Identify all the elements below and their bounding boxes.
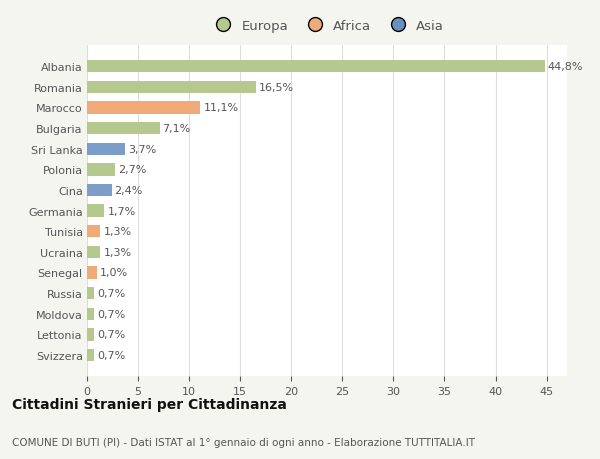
Bar	[87, 225, 100, 238]
Bar	[87, 329, 94, 341]
Text: 1,3%: 1,3%	[103, 227, 131, 237]
Bar	[87, 267, 97, 279]
Bar	[87, 164, 115, 176]
Bar	[87, 308, 94, 320]
Text: 44,8%: 44,8%	[548, 62, 583, 72]
Bar	[87, 82, 256, 94]
Text: 1,7%: 1,7%	[107, 206, 136, 216]
Text: 0,7%: 0,7%	[97, 330, 125, 340]
Bar	[87, 287, 94, 300]
Text: COMUNE DI BUTI (PI) - Dati ISTAT al 1° gennaio di ogni anno - Elaborazione TUTTI: COMUNE DI BUTI (PI) - Dati ISTAT al 1° g…	[12, 437, 475, 447]
Text: 0,7%: 0,7%	[97, 350, 125, 360]
Bar	[87, 349, 94, 361]
Text: 11,1%: 11,1%	[203, 103, 239, 113]
Text: Cittadini Stranieri per Cittadinanza: Cittadini Stranieri per Cittadinanza	[12, 397, 287, 412]
Bar	[87, 123, 160, 135]
Text: 1,0%: 1,0%	[100, 268, 128, 278]
Bar	[87, 102, 200, 114]
Bar	[87, 143, 125, 156]
Bar	[87, 61, 545, 73]
Text: 0,7%: 0,7%	[97, 288, 125, 298]
Bar	[87, 246, 100, 258]
Text: 3,7%: 3,7%	[128, 145, 156, 154]
Text: 1,3%: 1,3%	[103, 247, 131, 257]
Text: 2,4%: 2,4%	[115, 185, 143, 196]
Text: 0,7%: 0,7%	[97, 309, 125, 319]
Legend: Europa, Africa, Asia: Europa, Africa, Asia	[210, 20, 444, 33]
Text: 7,1%: 7,1%	[163, 124, 191, 134]
Bar	[87, 185, 112, 197]
Text: 16,5%: 16,5%	[259, 83, 293, 93]
Bar	[87, 205, 104, 217]
Text: 2,7%: 2,7%	[118, 165, 146, 175]
